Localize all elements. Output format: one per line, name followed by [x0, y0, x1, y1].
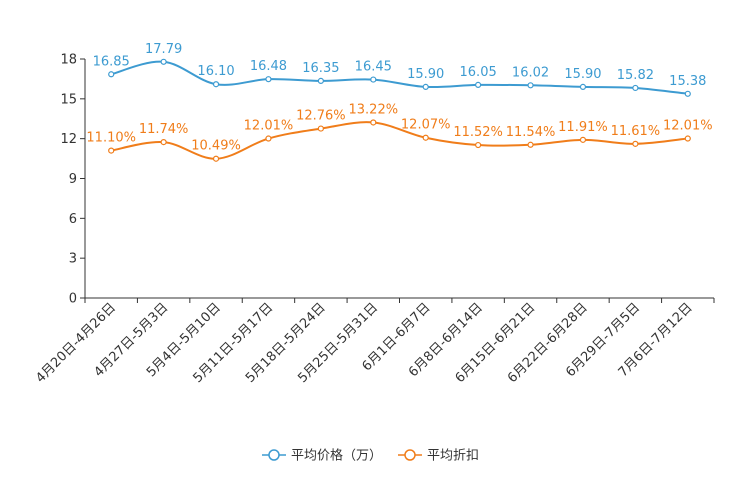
legend-marker-icon	[404, 449, 416, 461]
y-tick-label: 0	[69, 292, 77, 307]
data-label: 11.10%	[86, 131, 136, 146]
data-point[interactable]	[579, 83, 587, 90]
data-label: 16.48	[250, 59, 287, 74]
series-1-line	[110, 60, 688, 95]
legend-marker-icon	[268, 449, 280, 461]
legend-item-2[interactable]: 平均折扣	[398, 449, 479, 464]
series-2: 11.10%11.74%10.49%12.01%12.76% 13.22%12.0…	[86, 102, 713, 162]
data-label: 12.07%	[401, 118, 451, 133]
data-point[interactable]	[632, 140, 639, 147]
legend-label: 平均价格（万）	[291, 448, 382, 464]
data-label: 16.35	[302, 61, 339, 76]
data-label: 16.02	[512, 65, 549, 80]
data-label: 12.76%	[296, 109, 346, 124]
data-point[interactable]	[527, 141, 534, 148]
series-1: 16.85 17.79 16.10 16.48 16.35 16.45 15.90 16.05…	[93, 42, 706, 97]
data-label: 17.79	[145, 42, 182, 57]
data-point[interactable]	[684, 135, 691, 142]
data-point[interactable]	[265, 135, 272, 142]
y-tick-label: 9	[69, 172, 77, 187]
data-label: 10.49%	[191, 139, 241, 154]
data-label: 16.85	[93, 54, 130, 69]
data-point[interactable]	[265, 76, 272, 83]
data-point[interactable]	[684, 90, 691, 97]
legend-label: 平均折扣	[427, 449, 479, 464]
data-point[interactable]	[422, 83, 429, 90]
data-label: 12.01%	[244, 119, 294, 134]
data-label: 15.90	[564, 67, 601, 82]
data-point[interactable]	[370, 119, 377, 126]
data-point[interactable]	[475, 81, 482, 88]
y-tick-label: 12	[60, 132, 77, 147]
data-label: 13.22%	[349, 102, 399, 117]
data-point[interactable]	[579, 136, 587, 143]
legend[interactable]: 平均价格（万） 平均折扣	[262, 448, 479, 464]
data-label: 11.74%	[139, 122, 189, 137]
data-point[interactable]	[212, 81, 220, 88]
data-label: 15.90	[407, 67, 444, 82]
data-label: 11.52%	[453, 125, 503, 140]
data-label: 11.54%	[506, 125, 556, 140]
data-label: 16.05	[460, 65, 497, 80]
data-label: 12.01%	[663, 119, 713, 134]
legend-item-1[interactable]: 平均价格（万）	[262, 448, 382, 464]
data-point[interactable]	[370, 76, 377, 83]
y-tick-label: 15	[60, 92, 77, 107]
data-label: 16.10	[197, 64, 234, 79]
data-point[interactable]	[160, 58, 167, 65]
data-point[interactable]	[108, 71, 115, 78]
data-point[interactable]	[632, 84, 639, 92]
data-label: 15.82	[617, 68, 654, 83]
series-layer: 16.85 17.79 16.10 16.48 16.35 16.45 15.90 16.05…	[86, 42, 713, 162]
data-point[interactable]	[422, 134, 429, 141]
data-point[interactable]	[108, 147, 115, 154]
data-label: 11.91%	[558, 120, 608, 135]
data-point[interactable]	[475, 141, 482, 149]
data-point[interactable]	[527, 82, 534, 89]
y-tick-label: 3	[69, 252, 77, 267]
data-point[interactable]	[317, 125, 324, 132]
series-2-line	[111, 121, 688, 160]
data-point[interactable]	[212, 155, 220, 162]
data-label: 16.45	[355, 60, 392, 75]
y-tick-label: 6	[69, 212, 77, 227]
y-tick-label: 18	[60, 53, 77, 68]
data-label: 15.38	[669, 74, 706, 89]
data-point[interactable]	[317, 77, 324, 85]
data-point[interactable]	[160, 139, 167, 146]
data-label: 11.61%	[611, 124, 661, 139]
